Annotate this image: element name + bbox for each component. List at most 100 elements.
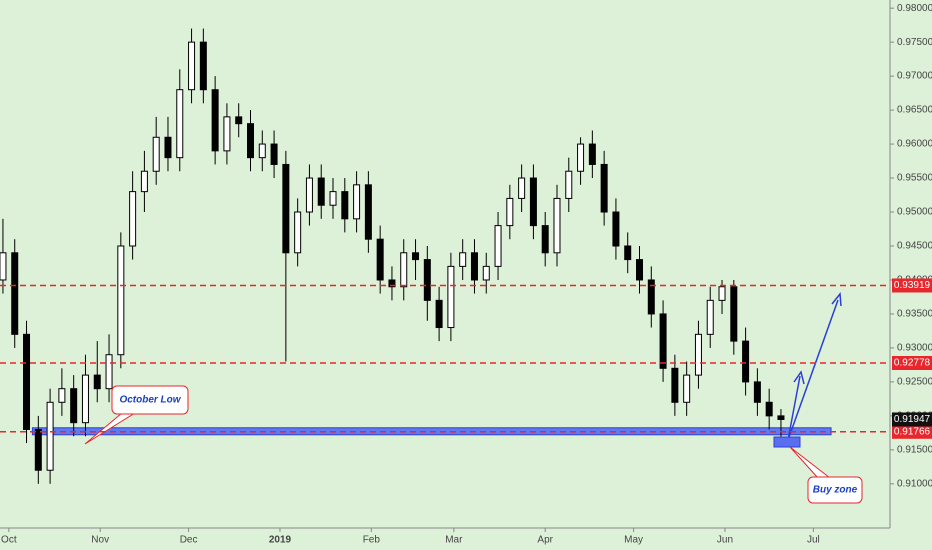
candle-body	[577, 143, 585, 172]
y-tick-label: 0.92500	[897, 377, 932, 388]
candle-body	[553, 197, 561, 254]
annotation: Buy zone	[813, 485, 858, 496]
arrows	[773, 292, 842, 448]
x-tick-label: May	[624, 535, 643, 546]
candle-body	[176, 89, 184, 159]
candle-body	[494, 225, 502, 267]
candle-body	[706, 299, 714, 335]
x-tick-label: Oct	[1, 535, 17, 546]
candle-body	[258, 143, 266, 159]
candle-body	[246, 123, 254, 159]
y-tick-label: 0.93000	[897, 343, 932, 354]
candle-body	[412, 252, 420, 261]
candle-body	[659, 313, 667, 369]
y-tick-label: 0.95000	[897, 207, 932, 218]
level-label: 0.93919	[894, 280, 931, 291]
candle-body	[694, 333, 702, 376]
y-tick-label: 0.96500	[897, 105, 932, 116]
callout-buy-zone: Buy zone	[789, 446, 863, 504]
x-tick-label: Apr	[537, 535, 553, 546]
y-tick-label: 0.91000	[897, 478, 932, 489]
candle-body	[376, 238, 384, 281]
candle-body	[81, 374, 89, 424]
candle-body	[223, 116, 231, 152]
candle-body	[93, 374, 101, 390]
candle-body	[388, 279, 396, 288]
last-price-label: 0.91947	[894, 414, 931, 425]
candle-body	[317, 177, 325, 206]
candle-body	[140, 170, 148, 193]
y-tick-label: 0.96000	[897, 139, 932, 150]
candle-body	[624, 245, 632, 261]
candle-body	[46, 401, 54, 471]
y-tick-label: 0.97000	[897, 71, 932, 82]
candle-body	[305, 177, 313, 213]
candle-body	[671, 367, 679, 403]
x-tick-label: Feb	[363, 535, 381, 546]
candle-body	[235, 116, 243, 125]
candle-body	[400, 252, 408, 288]
level-label-box	[892, 356, 932, 371]
candle-body	[0, 252, 7, 281]
candle-body	[459, 252, 467, 267]
candle-body	[11, 252, 19, 335]
candle-body	[541, 225, 549, 254]
candle-body	[565, 170, 573, 199]
candle-body	[753, 381, 761, 403]
candle-body	[70, 388, 78, 424]
callout-october-low: October Low	[84, 385, 189, 445]
candle-body	[765, 401, 773, 417]
candle-body	[105, 354, 113, 390]
level-label-box	[892, 424, 932, 439]
candle-body	[588, 143, 596, 165]
candle-body	[718, 286, 726, 301]
candle-body	[58, 388, 66, 403]
candle-body	[482, 265, 490, 281]
candle-body	[188, 41, 196, 91]
candle-body	[211, 89, 219, 152]
candle-body	[435, 299, 443, 329]
candle-body	[117, 245, 125, 356]
x-tick-label: Jul	[807, 535, 820, 546]
level-label: 0.91766	[894, 426, 931, 437]
candle-body	[600, 163, 608, 213]
candle-body	[470, 252, 478, 281]
y-tick-label: 0.93500	[897, 309, 932, 320]
candle-body	[341, 191, 349, 220]
candle-body	[270, 143, 278, 165]
candle-body	[152, 136, 160, 172]
candle-body	[730, 286, 738, 342]
candle-body	[612, 211, 620, 247]
y-tick-label: 0.94500	[897, 241, 932, 252]
x-tick-label: Dec	[180, 535, 198, 546]
candle-body	[282, 163, 290, 254]
candle-body	[683, 374, 691, 403]
x-tick-label: Nov	[91, 535, 109, 546]
annotation: October Low	[119, 395, 181, 406]
candle-body	[129, 191, 137, 247]
x-tick-label: Jun	[717, 535, 733, 546]
x-tick-label: Mar	[445, 535, 463, 546]
y-tick-label: 0.98000	[897, 3, 932, 14]
candle-body	[329, 191, 337, 206]
candle-body	[506, 197, 514, 227]
y-tick-label: 0.91500	[897, 444, 932, 455]
candle-body	[423, 259, 431, 301]
candle-body	[529, 177, 537, 227]
candle-body	[199, 41, 207, 91]
candle-body	[636, 259, 644, 281]
level-label-box	[892, 278, 932, 293]
candle-body	[647, 279, 655, 315]
candle-body	[164, 136, 172, 159]
candle-body	[447, 265, 455, 329]
x-tick-label: 2019	[269, 535, 292, 546]
candle-body	[777, 415, 785, 420]
last-price-box	[892, 412, 932, 427]
level-label: 0.92778	[894, 358, 931, 369]
candle-body	[518, 177, 526, 199]
y-tick-label: 0.97500	[897, 37, 932, 48]
candle-body	[23, 333, 31, 430]
candle-body	[742, 340, 750, 383]
candle-body	[34, 428, 42, 471]
